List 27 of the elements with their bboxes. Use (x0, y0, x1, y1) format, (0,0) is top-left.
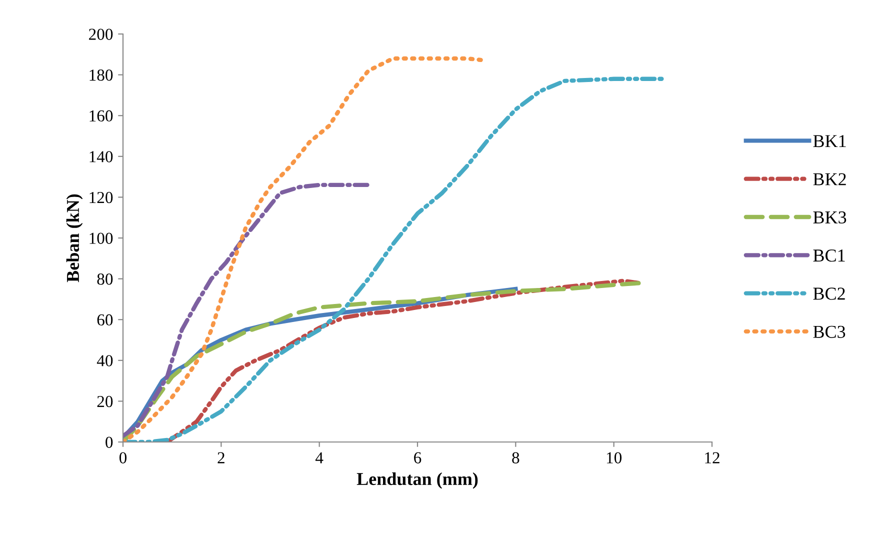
y-tick-label: 80 (97, 274, 113, 285)
x-tick-label: 12 (705, 452, 720, 464)
y-tick-label: 40 (96, 355, 113, 366)
legend-label: BK2 (813, 173, 846, 186)
x-axis-title: Lendutan (mm) (356, 472, 478, 489)
y-tick-label: 200 (89, 28, 113, 40)
legend-label: BC1 (813, 250, 845, 262)
y-tick-label: 120 (90, 192, 113, 204)
y-tick-label: 0 (106, 436, 113, 448)
y-tick-label: 20 (97, 396, 113, 408)
line-series (123, 182, 370, 438)
legend-label: BC3 (813, 326, 846, 338)
legend-label: BC2 (813, 288, 845, 300)
y-tick-label: 180 (90, 70, 113, 81)
y-axis-title: Beban (kN) (66, 194, 83, 282)
x-tick-label: 0 (119, 452, 127, 464)
y-tick-label: 100 (90, 232, 113, 244)
x-tick-label: 2 (218, 452, 224, 464)
legend-label: BK1 (813, 135, 846, 148)
y-tick-label: 140 (90, 151, 113, 162)
y-tick-label: 160 (90, 110, 113, 122)
x-tick-label: 10 (606, 452, 622, 464)
legend-label: BK3 (813, 211, 846, 224)
y-tick-label: 60 (97, 314, 113, 326)
x-tick-label: 8 (512, 452, 520, 464)
x-tick-label: 6 (414, 452, 422, 464)
x-tick-label: 4 (315, 452, 324, 464)
